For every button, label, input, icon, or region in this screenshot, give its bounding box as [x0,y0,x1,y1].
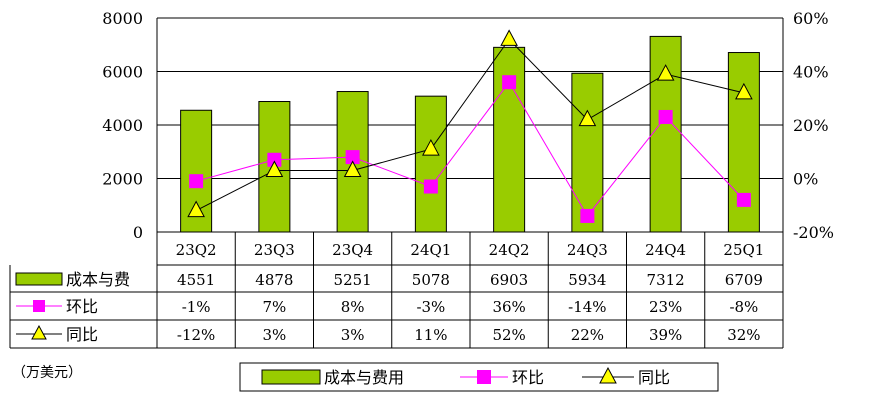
table-cell: 4878 [255,271,293,289]
tb-point [500,29,518,46]
table-cell: 4551 [177,271,215,289]
table-cell: -14% [568,298,606,316]
category-label: 24Q1 [410,241,451,259]
table-cell: 36% [492,298,525,316]
table-cell: 5251 [334,271,372,289]
unit-label: （万美元） [12,365,82,381]
category-label: 25Q1 [723,241,764,259]
axes: 0 -20% 2000 0% 4000 20% 6000 40% 8000 60% [102,9,834,242]
category-label: 23Q3 [254,241,295,259]
tb-point [343,160,362,177]
bar [414,95,447,233]
legend-label: 同比 [638,368,670,387]
y-right-tick-label: -20% [793,223,834,242]
legend-tb-marker [599,366,617,384]
row-key-tb-marker [31,324,47,340]
table-cell: 6709 [725,271,763,289]
table-cell: 7312 [647,271,685,289]
table-cell: -1% [182,298,211,316]
table-cell: 5934 [568,271,606,289]
hb-point [658,109,673,124]
tb-point [422,139,440,156]
hb-point [189,174,204,189]
data-table: 23Q2 23Q3 23Q4 24Q1 24Q2 24Q3 24Q4 25Q1 4551 4878… [9,232,784,349]
tb-line [195,38,744,212]
table-cell: 5078 [412,271,450,289]
table-cell: 39% [649,326,682,344]
y-right-tick-label: 20% [793,116,829,135]
table-cell: 3% [341,326,365,344]
row-label: 成本与费 [66,270,130,289]
table-cell: 7% [262,298,286,316]
y-right-tick-label: 0% [793,170,818,189]
y-left-tick-label: 6000 [102,63,143,82]
bar [571,72,604,233]
table-cell: 23% [649,298,682,316]
legend: 成本与费用 环比 同比 [239,362,719,392]
category-label: 24Q2 [489,241,530,259]
legend-label: 成本与费用 [324,368,404,387]
hb-point [345,150,360,165]
category-label: 24Q3 [567,241,608,259]
hb-point [502,75,517,90]
hb-point [736,192,751,207]
bar [493,46,526,233]
table-cell: 8% [341,298,365,316]
y-left-tick-label: 0 [133,223,143,242]
legend-hb-marker [477,370,491,384]
bar-series [180,35,760,233]
row-key-hb-marker [33,300,45,312]
table-cell: -3% [416,298,445,316]
line-series [187,29,753,223]
y-left-tick-label: 4000 [102,116,143,135]
tb-point [578,109,597,127]
legend-bar-swatch [261,369,321,385]
table-cell: 32% [727,326,760,344]
category-label: 23Q2 [176,241,217,259]
category-label: 23Q4 [332,241,373,259]
table-cell: -12% [177,326,215,344]
hb-line [195,81,745,217]
tb-point [735,82,753,100]
y-left-tick-label: 8000 [102,9,143,28]
hb-point [267,152,282,167]
tb-point [265,160,284,177]
table-cell: 52% [492,326,525,344]
bar [336,91,369,233]
table-cell: 3% [262,326,286,344]
table-cell: -8% [729,298,758,316]
row-label: 同比 [66,325,98,344]
y-left-tick-label: 2000 [102,170,143,189]
row-key-bar [15,272,63,286]
table-cell: 6903 [490,271,528,289]
tb-point [187,200,205,218]
legend-label: 环比 [512,368,544,387]
y-right-tick-label: 40% [793,63,829,82]
tb-point [656,64,675,81]
category-label: 24Q4 [645,241,686,259]
gridlines [157,17,783,179]
hb-point [580,208,595,223]
row-label: 环比 [66,297,98,316]
table-cell: 22% [571,326,604,344]
table-cell: 11% [414,326,447,344]
y-right-tick-label: 60% [793,9,829,28]
hb-point [423,179,438,194]
